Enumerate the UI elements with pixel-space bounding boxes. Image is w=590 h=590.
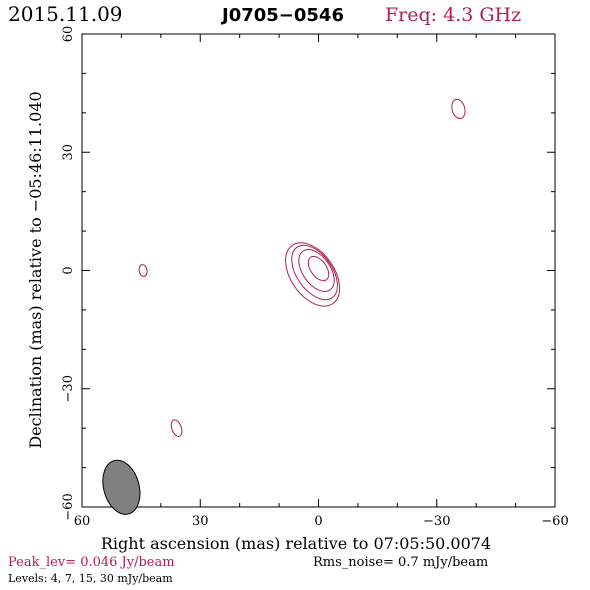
observation-date: 2015.11.09 [8,2,123,26]
contour-line [291,244,338,301]
contour-line [451,98,466,120]
contour-levels: Levels: 4, 7, 15, 30 mJy/beam [8,572,173,585]
x-tick-label: 30 [192,514,209,529]
contour-line [138,264,148,277]
x-tick-label: 60 [74,514,91,529]
frequency-label: Freq: 4.3 GHz [385,4,521,26]
axis-tick-labels: 60 30 0 −30 −60 −60 −30 0 30 60 [61,26,569,529]
rms-noise: Rms_noise= 0.7 mJy/beam [313,555,488,570]
y-tick-label: −60 [61,493,76,520]
contour-line [170,419,183,437]
beam-ellipse [102,459,141,515]
y-tick-label: −30 [61,375,76,402]
contour-line [298,249,335,292]
x-tick-label: −30 [423,514,450,529]
y-tick-label: 0 [61,266,76,274]
contour-line [285,242,341,307]
beam-group [102,459,141,515]
y-tick-label: 60 [61,26,76,43]
contour-group [138,98,466,437]
y-axis-label: Declination (mas) relative to −05:46:11.… [26,91,45,448]
y-tick-label: 30 [61,144,76,161]
x-axis-label: Right ascension (mas) relative to 07:05:… [101,534,491,553]
peak-level: Peak_lev= 0.046 Jy/beam [8,555,175,570]
source-name: J0705−0546 [220,5,344,26]
x-tick-label: −60 [541,514,568,529]
plot-frame [81,33,556,508]
axis-ticks [81,33,556,508]
contour-line [307,255,330,282]
x-tick-label: 0 [314,514,322,529]
